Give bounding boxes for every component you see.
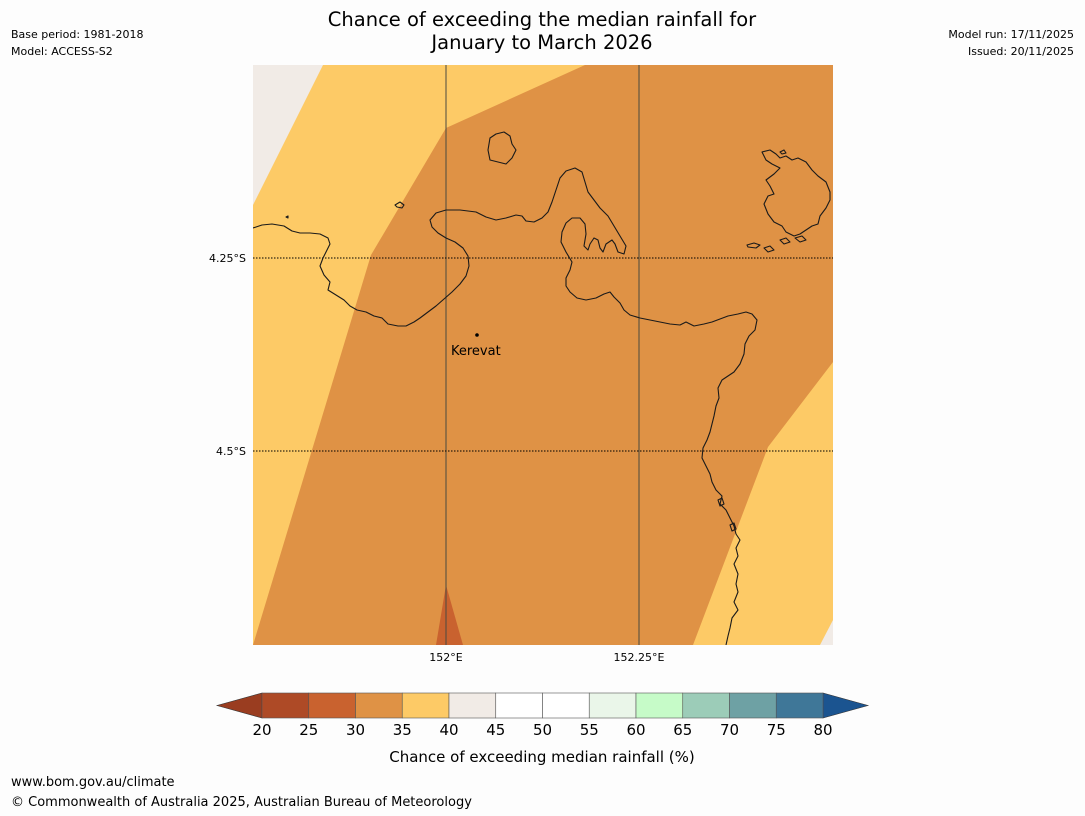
chart-title: Chance of exceeding the median rainfall … — [242, 8, 842, 54]
colorbar-segment — [729, 692, 777, 719]
map-panel: Kerevat — [253, 65, 833, 645]
colorbar-segment — [542, 692, 590, 719]
colorbar-segment — [682, 692, 730, 719]
colorbar-tick-label: 35 — [393, 721, 412, 739]
band-25-30 — [436, 585, 463, 645]
lat-label-4-25: 4.25°S — [209, 252, 246, 265]
colorbar-tick-label: 25 — [299, 721, 318, 739]
colorbar-tick-label: 50 — [533, 721, 552, 739]
colorbar-segment — [775, 692, 824, 719]
lon-label-152-25: 152.25°E — [614, 651, 665, 664]
lat-label-4-5: 4.5°S — [216, 445, 246, 458]
colorbar-tick-label: 55 — [580, 721, 599, 739]
colorbar-segment — [448, 692, 497, 719]
band-40-45-se — [820, 620, 833, 645]
band-30-35 — [253, 65, 833, 645]
place-marker — [475, 333, 479, 337]
colorbar-title: Chance of exceeding median rainfall (%) — [389, 748, 694, 766]
model-run: Model run: 17/11/2025 — [948, 28, 1074, 41]
colorbar-tick-label: 40 — [439, 721, 458, 739]
colorbar-segment — [495, 692, 543, 719]
lon-label-152: 152°E — [429, 651, 462, 664]
coastline — [253, 131, 831, 645]
colorbar-extend-low — [215, 692, 263, 719]
colorbar-tick-label: 30 — [346, 721, 365, 739]
colorbar-tick-label: 70 — [720, 721, 739, 739]
colorbar-segment — [308, 692, 356, 719]
colorbar-segment — [588, 692, 637, 719]
colorbar-tick-label: 65 — [673, 721, 692, 739]
colorbar-segment — [261, 692, 310, 719]
meta-right: Model run: 17/11/2025 Issued: 20/11/2025 — [948, 26, 1074, 60]
place-label: Kerevat — [451, 344, 501, 359]
colorbar-segment — [401, 692, 450, 719]
colorbar-extend-high — [822, 692, 870, 719]
colorbar-segment — [635, 692, 684, 719]
model-name: Model: ACCESS-S2 — [11, 45, 113, 58]
colorbar-tick-label: 45 — [486, 721, 505, 739]
colorbar-segment — [355, 692, 403, 719]
footer-url: www.bom.gov.au/climate — [11, 775, 175, 790]
colorbar-tick-label: 60 — [626, 721, 645, 739]
footer-copyright: © Commonwealth of Australia 2025, Austra… — [11, 795, 472, 810]
meta-left: Base period: 1981-2018 Model: ACCESS-S2 — [11, 26, 143, 60]
colorbar-tick-label: 75 — [767, 721, 786, 739]
base-period: Base period: 1981-2018 — [11, 28, 144, 41]
colorbar-tick-label: 20 — [252, 721, 271, 739]
title-line-1: Chance of exceeding the median rainfall … — [327, 8, 757, 31]
colorbar: 20 25 30 35 40 45 50 55 60 65 70 75 80 — [215, 692, 870, 739]
colorbar-tick-label: 80 — [813, 721, 832, 739]
issued-date: Issued: 20/11/2025 — [967, 45, 1074, 58]
band-40-45-nw — [253, 65, 323, 205]
title-line-2: January to March 2026 — [431, 31, 653, 54]
